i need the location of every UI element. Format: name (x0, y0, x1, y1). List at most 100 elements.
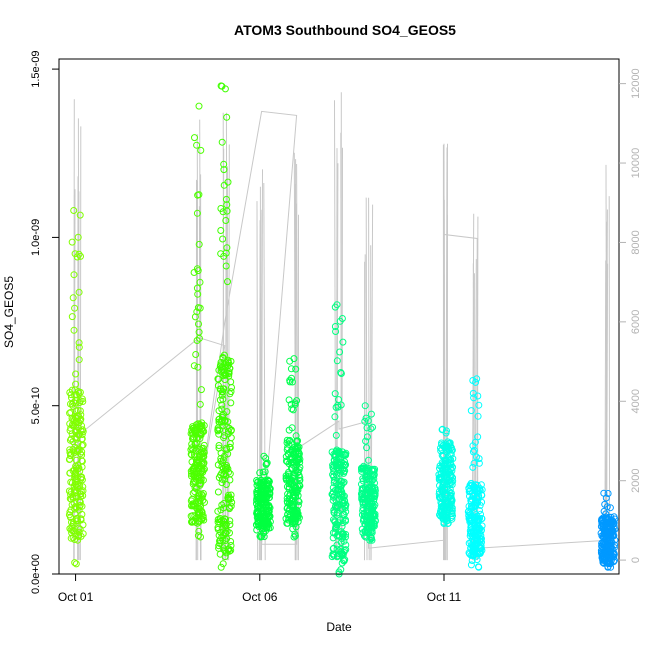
data-point (293, 437, 301, 445)
y-tick-label: 1.5e-09 (30, 50, 42, 87)
point-group-7 (358, 402, 379, 544)
data-point (470, 394, 478, 402)
data-point (226, 470, 234, 478)
data-point (195, 191, 203, 199)
data-point (76, 407, 84, 415)
data-point (222, 217, 230, 224)
data-point (335, 568, 343, 576)
data-point (75, 339, 83, 347)
data-point (196, 278, 204, 286)
data-point (219, 544, 227, 552)
data-point (217, 537, 224, 545)
data-point (331, 413, 339, 421)
data-point (475, 459, 483, 467)
data-point (227, 399, 235, 407)
data-point (442, 429, 450, 437)
data-point (223, 408, 231, 416)
data-point (334, 481, 342, 489)
data-point (605, 516, 613, 523)
data-point (217, 563, 225, 571)
data-point (290, 450, 298, 458)
data-point (293, 506, 301, 514)
data-point (366, 483, 374, 491)
data-point (72, 370, 80, 378)
data-point (191, 426, 199, 434)
data-point (602, 494, 610, 502)
y2-tick-label: 10000 (630, 148, 642, 179)
data-point (336, 480, 344, 488)
data-point (332, 403, 340, 411)
data-point (221, 85, 229, 93)
data-point (215, 442, 223, 449)
data-point (284, 499, 291, 507)
x-tick-label: Oct 01 (58, 590, 94, 604)
data-point (600, 553, 608, 561)
data-point (369, 506, 377, 514)
data-point (220, 385, 228, 393)
data-point (608, 538, 616, 546)
data-point (264, 477, 272, 485)
data-point (468, 525, 476, 533)
data-point (332, 431, 340, 439)
data-point (263, 459, 271, 467)
data-point (253, 508, 261, 516)
data-point (266, 524, 274, 532)
x-tick-label: Oct 06 (242, 590, 278, 604)
data-point (467, 551, 475, 559)
data-point (446, 504, 454, 512)
data-point (438, 511, 446, 519)
data-point (218, 138, 226, 146)
y-axis-left: 0.0e+00 5.0e-10 1.0e-09 1.5e-09 (30, 50, 59, 594)
data-point (606, 556, 614, 563)
data-point (217, 455, 225, 462)
data-point (363, 444, 371, 452)
data-point (337, 460, 345, 468)
data-point (194, 420, 202, 428)
data-point (222, 262, 230, 270)
data-point (68, 238, 76, 246)
data-point (188, 440, 196, 448)
data-point (296, 463, 304, 471)
data-point (475, 549, 483, 557)
data-point (287, 459, 295, 466)
point-group-6 (328, 301, 350, 578)
data-point (194, 532, 202, 540)
data-point (359, 498, 367, 506)
data-point (191, 134, 198, 142)
data-point (367, 535, 375, 543)
data-point (467, 502, 475, 510)
data-point (222, 529, 230, 537)
data-point (220, 160, 228, 168)
data-point (200, 453, 208, 461)
data-point (337, 545, 345, 553)
data-point (336, 317, 344, 325)
data-point (368, 505, 376, 513)
data-point (361, 402, 369, 410)
data-point (78, 473, 86, 481)
data-point (292, 365, 300, 373)
data-point (474, 485, 481, 493)
data-point (68, 400, 76, 408)
data-point (77, 252, 84, 260)
data-point (216, 396, 224, 404)
data-point (228, 498, 236, 506)
data-point (224, 178, 232, 186)
data-point (474, 433, 482, 441)
data-point (259, 478, 267, 486)
data-point (439, 515, 447, 523)
data-point (607, 563, 615, 571)
data-point (476, 525, 483, 533)
data-point (292, 464, 300, 472)
data-point (330, 473, 338, 481)
data-point (472, 524, 480, 532)
data-point (194, 363, 202, 371)
data-point (223, 446, 231, 453)
data-point (75, 356, 83, 364)
data-point (201, 498, 208, 506)
data-point (288, 405, 296, 413)
data-point (339, 515, 347, 523)
data-point (259, 516, 267, 524)
data-point (190, 478, 197, 486)
data-point (602, 528, 610, 536)
data-point (470, 541, 478, 549)
